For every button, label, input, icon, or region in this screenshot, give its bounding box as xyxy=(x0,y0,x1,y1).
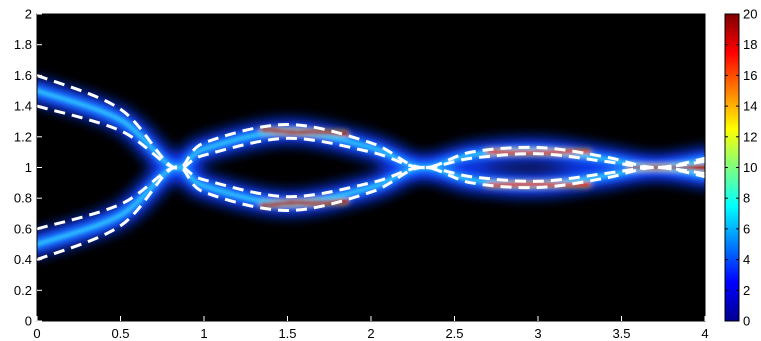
colorbar-tick-label: 8 xyxy=(743,191,750,206)
y-tick-label: 0.8 xyxy=(14,191,32,206)
peak-segment xyxy=(261,129,348,136)
x-tick-label: 1 xyxy=(200,326,207,341)
peak-segment xyxy=(261,199,348,206)
y-tick-label: 0.6 xyxy=(14,221,32,236)
y-tick-label: 1.4 xyxy=(14,99,32,114)
beam-boundary-dashed-line xyxy=(37,165,705,231)
colorbar: 0 2 4 6 8 10 12 14 16 18 20 xyxy=(724,7,757,329)
y-tick-label: 1.2 xyxy=(14,129,32,144)
beam-center xyxy=(37,164,705,247)
colorbar-tick-label: 4 xyxy=(743,252,750,267)
x-tick-label: 2 xyxy=(367,326,374,341)
colorbar-tick-label: 16 xyxy=(743,68,757,83)
colorbar-tick-label: 6 xyxy=(743,221,750,236)
y-tick-label: 0 xyxy=(25,314,32,329)
x-axis: 0 0.5 1 1.5 2 2.5 3 3.5 4 xyxy=(33,316,709,341)
colorbar-tick-label: 2 xyxy=(743,283,750,298)
colorbar-tick-label: 10 xyxy=(743,160,757,175)
x-tick-label: 1.5 xyxy=(278,326,296,341)
beam-layer xyxy=(37,74,705,261)
beam-center xyxy=(37,88,705,171)
x-tick-label: 3 xyxy=(534,326,541,341)
y-tick-label: 2 xyxy=(25,7,32,22)
y-tick-label: 0.4 xyxy=(14,252,32,267)
x-tick-label: 0 xyxy=(33,326,40,341)
beam-boundary-dashed-line xyxy=(37,74,705,170)
x-tick-label: 4 xyxy=(701,326,708,341)
beam-boundary-dashed-line xyxy=(37,104,705,170)
colorbar-tick-label: 20 xyxy=(743,7,757,22)
x-tick-label: 2.5 xyxy=(445,326,463,341)
y-tick-label: 1 xyxy=(25,160,32,175)
colorbar-tick-label: 12 xyxy=(743,129,757,144)
y-tick-label: 1.6 xyxy=(14,68,32,83)
y-axis: 0 0.2 0.4 0.6 0.8 1 1.2 1.4 1.6 1.8 2 xyxy=(14,7,42,329)
y-tick-label: 0.2 xyxy=(14,283,32,298)
x-tick-label: 0.5 xyxy=(111,326,129,341)
x-tick-label: 3.5 xyxy=(612,326,630,341)
beam-boundary-dashed-line xyxy=(37,165,705,261)
colorbar-tick-label: 0 xyxy=(743,314,750,329)
y-tick-label: 1.8 xyxy=(14,37,32,52)
colorbar-tick-label: 18 xyxy=(743,37,757,52)
colorbar-tick-label: 14 xyxy=(743,99,757,114)
